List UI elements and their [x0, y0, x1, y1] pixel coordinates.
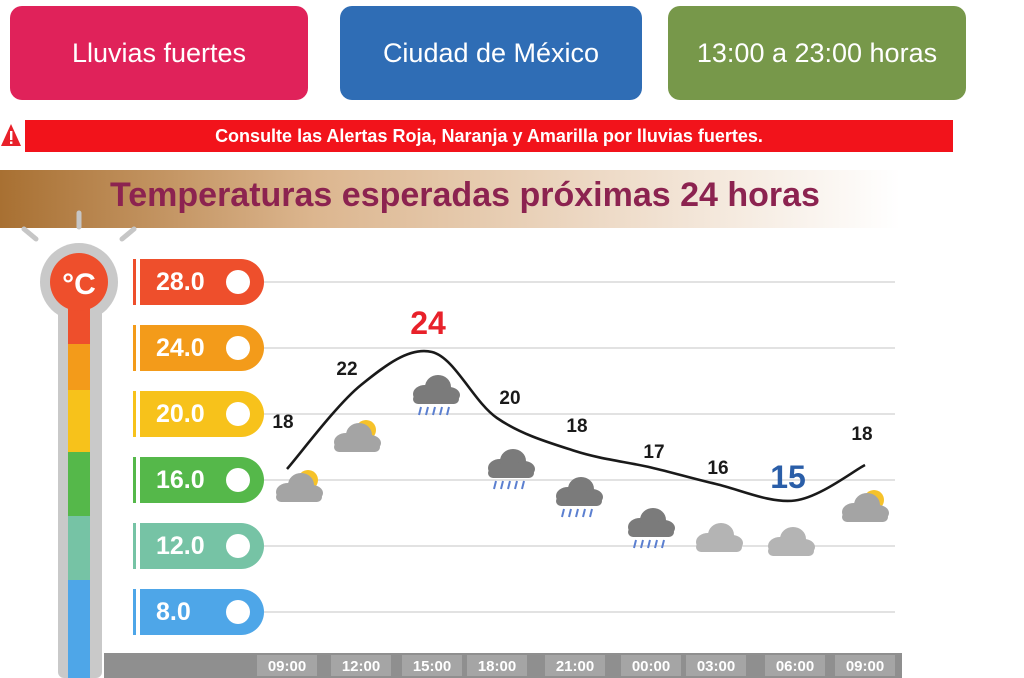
tick-dot-icon	[226, 600, 250, 624]
tick-dot-icon	[226, 534, 250, 558]
thermometer: °C	[21, 210, 137, 678]
y-tick-text: 12.0	[156, 531, 205, 560]
time-range-button[interactable]: 13:00 a 23:00 horas	[668, 6, 966, 100]
x-tick-cell	[686, 655, 746, 676]
x-tick-cell	[467, 655, 527, 676]
partly-cloudy-icon	[842, 490, 889, 522]
max-temp-label: 24	[410, 305, 446, 341]
y-tick-label: 24.0	[140, 325, 264, 371]
x-tick-label: 06:00	[776, 658, 814, 675]
x-tick-label: 12:00	[342, 658, 380, 675]
y-tick-marker	[133, 391, 136, 437]
rain-cloud-icon	[488, 449, 535, 490]
alert-banner: Consulte las Alertas Roja, Naranja y Ama…	[25, 120, 953, 152]
x-tick-label: 03:00	[697, 658, 735, 675]
x-tick-cell	[257, 655, 317, 676]
y-tick-text: 24.0	[156, 333, 205, 362]
thermometer-segment	[68, 516, 90, 580]
x-tick-cell	[621, 655, 681, 676]
x-tick-cell	[331, 655, 391, 676]
data-label: 18	[272, 412, 293, 433]
y-tick-label: 12.0	[140, 523, 264, 569]
rain-cloud-icon	[413, 375, 460, 416]
x-tick-label: 09:00	[846, 658, 884, 675]
y-tick-text: 20.0	[156, 399, 205, 428]
unit-label: °C	[62, 268, 96, 301]
y-tick-marker	[133, 457, 136, 503]
y-tick-label: 28.0	[140, 259, 264, 305]
data-label: 18	[851, 424, 872, 445]
y-tick-marker	[133, 523, 136, 569]
y-tick-label: 16.0	[140, 457, 264, 503]
x-tick-label: 21:00	[556, 658, 594, 675]
y-tick-marker	[133, 589, 136, 635]
chart-title: Temperaturas esperadas próximas 24 horas	[110, 176, 820, 214]
y-tick-label: 20.0	[140, 391, 264, 437]
data-label: 22	[336, 359, 357, 380]
thermometer-segment	[68, 390, 90, 452]
rain-cloud-icon	[628, 508, 675, 549]
x-tick-label: 00:00	[632, 658, 670, 675]
y-tick-text: 8.0	[156, 597, 191, 626]
data-label: 16	[707, 458, 728, 479]
x-tick-cell	[835, 655, 895, 676]
warning-icon	[1, 124, 21, 146]
y-tick-text: 16.0	[156, 465, 205, 494]
x-tick-label: 18:00	[478, 658, 516, 675]
partly-cloudy-icon	[276, 470, 323, 502]
partly-cloudy-icon	[334, 420, 381, 452]
thermometer-segment	[68, 452, 90, 516]
y-tick-label: 8.0	[140, 589, 264, 635]
x-tick-cell	[402, 655, 462, 676]
y-tick-marker	[133, 259, 136, 305]
title-bar	[0, 170, 900, 228]
cloudy-icon	[696, 523, 743, 552]
x-tick-label: 15:00	[413, 658, 451, 675]
y-tick-marker	[133, 325, 136, 371]
alert-type-button[interactable]: Lluvias fuertes	[10, 6, 308, 100]
tick-dot-icon	[226, 468, 250, 492]
data-label: 18	[566, 416, 587, 437]
tick-dot-icon	[226, 270, 250, 294]
y-tick-text: 28.0	[156, 267, 205, 296]
cloudy-icon	[768, 527, 815, 556]
thermometer-bulb	[50, 253, 108, 311]
x-tick-label: 09:00	[268, 658, 306, 675]
data-label: 17	[643, 442, 664, 463]
x-tick-cell	[765, 655, 825, 676]
thermometer-ray	[21, 226, 39, 242]
tick-dot-icon	[226, 336, 250, 360]
rain-cloud-icon	[556, 477, 603, 518]
thermometer-segment	[68, 580, 90, 678]
min-temp-label: 15	[770, 459, 806, 495]
city-button[interactable]: Ciudad de México	[340, 6, 642, 100]
x-tick-cell	[545, 655, 605, 676]
thermometer-segment	[68, 344, 90, 390]
tick-dot-icon	[226, 402, 250, 426]
data-label: 20	[499, 388, 520, 409]
temperature-line	[286, 349, 866, 503]
thermometer-ray	[119, 226, 137, 242]
